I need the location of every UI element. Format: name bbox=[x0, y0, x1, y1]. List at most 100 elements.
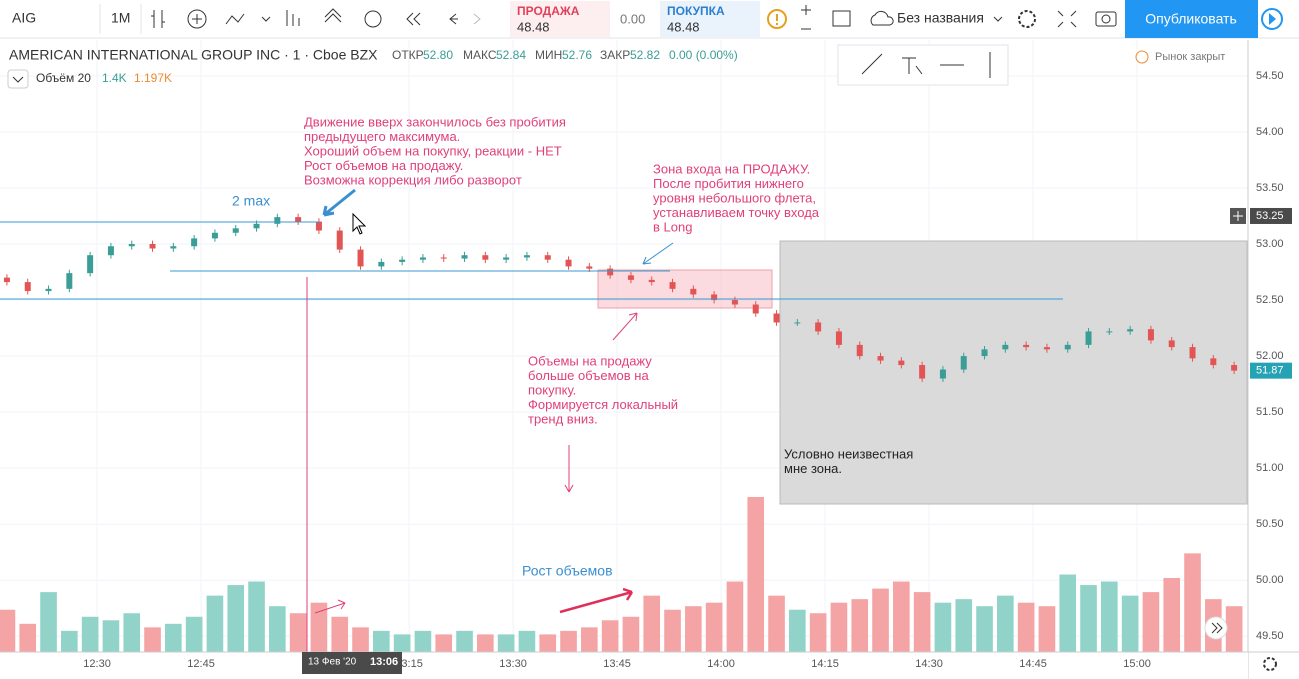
layout-name[interactable]: Без названия bbox=[897, 10, 984, 26]
drawings bbox=[0, 188, 1063, 652]
candle-body bbox=[170, 246, 177, 249]
candles bbox=[3, 213, 1238, 382]
crosshair-date: 13 Фев '20 bbox=[308, 657, 357, 668]
cloud-icon bbox=[870, 10, 894, 26]
volume-bar bbox=[497, 634, 515, 652]
drawing-toolbar bbox=[837, 44, 1009, 86]
strategy-button[interactable] bbox=[324, 8, 342, 23]
collapse-button[interactable] bbox=[7, 69, 29, 89]
arrow bbox=[314, 599, 346, 614]
candle-body bbox=[1023, 344, 1030, 348]
price-axis bbox=[1247, 40, 1299, 679]
chevrons bbox=[1211, 622, 1223, 634]
symbol[interactable]: AIG bbox=[12, 10, 36, 26]
annotation-text: Движение вверх закончилось без пробития bbox=[304, 114, 566, 129]
volume-bar bbox=[144, 627, 161, 652]
volume-bar bbox=[435, 634, 453, 652]
candle-body bbox=[211, 232, 218, 239]
unknown-zone bbox=[779, 240, 1248, 505]
play bbox=[1269, 13, 1276, 25]
trend-tool[interactable] bbox=[861, 53, 883, 75]
time-axis-bg bbox=[0, 652, 1248, 679]
volume-bar bbox=[893, 581, 910, 652]
volume-bar bbox=[643, 595, 661, 652]
volume-bar bbox=[206, 595, 224, 652]
arrow bbox=[559, 587, 634, 614]
sell-price: 48.48 bbox=[517, 19, 550, 34]
y-tick-label: 49.50 bbox=[1256, 630, 1284, 642]
ohlc-value: 52.84 bbox=[496, 48, 526, 62]
volume-bar bbox=[955, 599, 973, 652]
volume-bar bbox=[456, 630, 473, 652]
candle-body bbox=[3, 277, 10, 283]
candle-body bbox=[586, 266, 593, 269]
buy-price: 48.48 bbox=[667, 19, 700, 34]
alert-button[interactable] bbox=[364, 10, 382, 28]
volume-bar bbox=[1059, 574, 1077, 652]
candle-body bbox=[399, 259, 406, 262]
replay-button[interactable] bbox=[406, 12, 421, 26]
volume-bar bbox=[1017, 602, 1035, 652]
publish-button[interactable] bbox=[1125, 0, 1258, 38]
instrument: AMERICAN INTERNATIONAL GROUP INC · 1 · C… bbox=[9, 47, 378, 63]
redo-button[interactable] bbox=[473, 13, 481, 25]
candle-body bbox=[336, 230, 343, 250]
arrow bbox=[322, 188, 356, 217]
scroll-button[interactable] bbox=[1204, 616, 1228, 640]
volume-value: 1.4K bbox=[102, 71, 127, 85]
sell-button[interactable] bbox=[510, 1, 610, 37]
annotation-text: Формируется локальный bbox=[528, 397, 678, 412]
y-tick-label: 54.00 bbox=[1256, 126, 1284, 138]
axis-settings[interactable] bbox=[1263, 657, 1277, 671]
text-tool[interactable] bbox=[902, 57, 923, 75]
ohlc-label: ОТКР bbox=[392, 48, 424, 62]
toolbar-bg bbox=[0, 0, 1299, 38]
candle-body bbox=[731, 300, 738, 305]
indicators-button[interactable] bbox=[225, 13, 245, 25]
annotation-text: Хороший объем на покупку, реакции - НЕТ bbox=[304, 143, 562, 158]
expand-button[interactable] bbox=[1057, 10, 1077, 28]
overlays bbox=[597, 240, 1248, 505]
stream-button[interactable] bbox=[1261, 8, 1283, 30]
y-tick-label: 50.50 bbox=[1256, 518, 1284, 530]
interval[interactable]: 1М bbox=[111, 10, 130, 26]
last-price: 51.87 bbox=[1256, 365, 1284, 377]
candle-body bbox=[1127, 329, 1134, 332]
entry-zone bbox=[597, 269, 773, 309]
volume-bar bbox=[997, 595, 1014, 652]
volume-bar bbox=[352, 627, 369, 652]
candle-body bbox=[544, 255, 551, 260]
templates-button[interactable] bbox=[286, 10, 300, 26]
candle-body bbox=[1064, 344, 1071, 350]
candle-body bbox=[648, 279, 655, 283]
info-button[interactable] bbox=[767, 9, 787, 29]
undo-button[interactable] bbox=[449, 13, 458, 25]
candle-body bbox=[690, 288, 697, 295]
volume-bar bbox=[1225, 606, 1243, 652]
plus bbox=[1233, 210, 1243, 221]
candle-body bbox=[66, 273, 73, 289]
snapshot-button[interactable] bbox=[1095, 11, 1117, 27]
volume-bar bbox=[414, 630, 432, 652]
fullscreen-button[interactable] bbox=[832, 10, 851, 27]
candle-body bbox=[191, 238, 198, 247]
cursor bbox=[352, 212, 367, 235]
ohlc-value: 52.76 bbox=[562, 48, 592, 62]
volume-bar bbox=[61, 630, 78, 652]
annotation-text: в Long bbox=[653, 219, 692, 234]
x-tick-label: 12:30 bbox=[83, 658, 111, 670]
chart-type-button[interactable] bbox=[151, 10, 165, 28]
volume-bar bbox=[81, 616, 99, 652]
compare-button[interactable] bbox=[187, 9, 207, 29]
settings-button[interactable] bbox=[1018, 10, 1036, 28]
panel bbox=[837, 44, 1009, 86]
buy-button[interactable] bbox=[660, 1, 760, 37]
candle-body bbox=[835, 331, 842, 345]
arrow bbox=[612, 312, 638, 341]
y-tick-label: 52.00 bbox=[1256, 350, 1284, 362]
x-tick-label: 14:00 bbox=[707, 658, 735, 670]
qty-buttons[interactable] bbox=[801, 5, 811, 30]
chevron bbox=[993, 16, 1003, 22]
